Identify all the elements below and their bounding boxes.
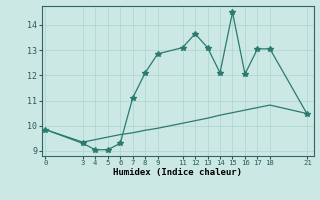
X-axis label: Humidex (Indice chaleur): Humidex (Indice chaleur): [113, 168, 242, 177]
